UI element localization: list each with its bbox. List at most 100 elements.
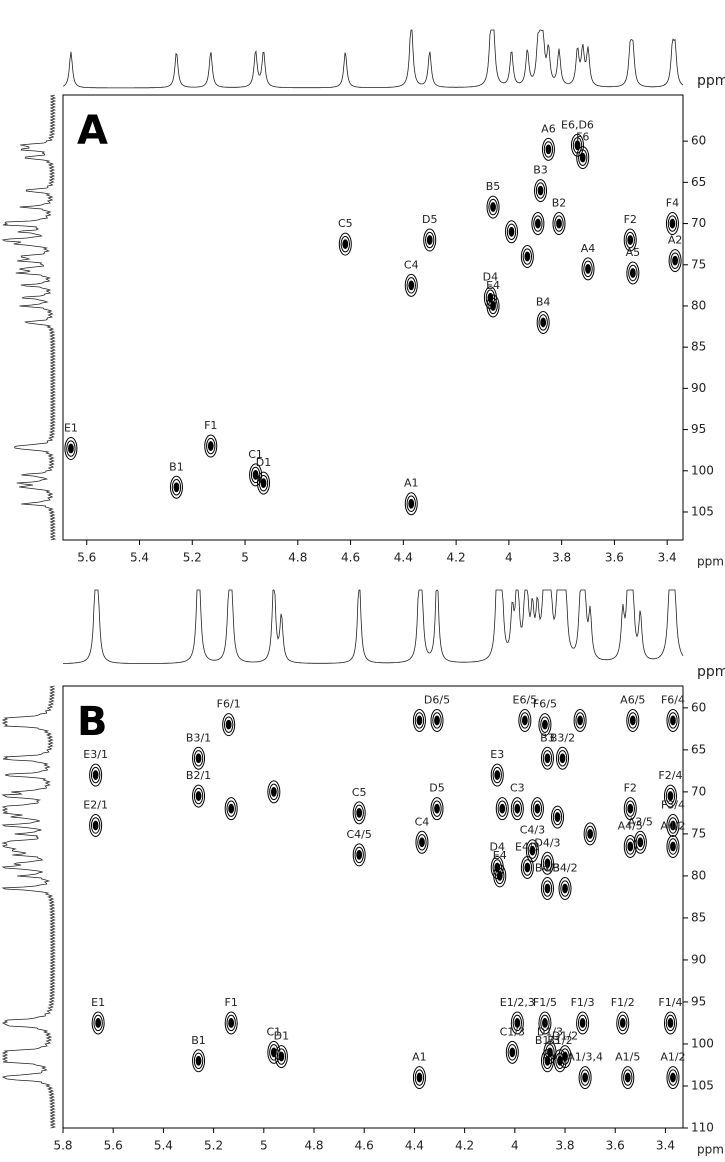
contour (206, 437, 216, 455)
contour (66, 440, 76, 457)
cross-peak (530, 797, 544, 821)
peak-label: D1/3 (537, 1025, 563, 1038)
cross-peak (536, 310, 550, 334)
contour (496, 871, 503, 881)
contour (583, 822, 597, 846)
peak-label: C1/3 (500, 1025, 525, 1038)
cross-peak (552, 212, 566, 236)
contour (668, 838, 678, 855)
contour (520, 245, 534, 269)
contour (666, 834, 680, 858)
contour (577, 715, 583, 726)
contour (534, 218, 541, 229)
contour (90, 817, 101, 834)
contour (417, 834, 427, 851)
peak-label: B3 (540, 731, 555, 744)
contour (538, 713, 552, 737)
contour (577, 1014, 588, 1032)
cross-peak (534, 179, 548, 203)
x-tick-label: 4.2 (447, 551, 466, 565)
y-tick-label: 95 (691, 994, 706, 1008)
contour (552, 212, 566, 236)
contour (626, 261, 640, 285)
peak-label: F6 (576, 131, 589, 144)
cross-peak (583, 822, 597, 846)
contour (550, 805, 564, 829)
contour (192, 1049, 206, 1073)
contour (557, 1055, 563, 1066)
y-tick-label: 110 (691, 1121, 714, 1135)
peak-label: C3 (510, 782, 525, 795)
contour (544, 753, 551, 764)
cross-peak (550, 805, 564, 829)
contour (557, 750, 568, 767)
cross-peak (510, 797, 524, 821)
contour (486, 294, 500, 318)
cross-peak (352, 801, 366, 825)
contour (672, 255, 678, 266)
cross-peak (518, 708, 532, 732)
contour (580, 1069, 590, 1086)
contour (269, 783, 279, 801)
peak-label: E3/1 (83, 748, 108, 761)
contour (488, 297, 498, 315)
peak-label: A2 (668, 234, 683, 247)
contour (90, 766, 101, 784)
contour (554, 215, 564, 232)
contour (540, 716, 550, 733)
contour (490, 301, 496, 311)
cross-peak (573, 708, 587, 732)
y-tick-label: 105 (691, 1078, 714, 1092)
peak-label: B4 (536, 295, 551, 308)
peak-label: D1/2 (552, 1030, 578, 1043)
contour (89, 813, 103, 837)
contour (542, 1052, 553, 1069)
contour (223, 716, 234, 733)
contour (68, 443, 74, 454)
contour (576, 1011, 590, 1035)
y-axis-label: ppm (697, 664, 725, 680)
contour (505, 1040, 519, 1064)
contour (416, 715, 423, 726)
contour (169, 475, 183, 499)
contour (207, 441, 214, 451)
contour (419, 837, 425, 848)
contour (670, 715, 676, 726)
peak-label: B3 (533, 164, 548, 177)
contour (91, 1011, 105, 1035)
x-tick-label: 5.6 (77, 551, 96, 565)
contour (224, 1011, 238, 1035)
contour (530, 797, 544, 821)
contour (667, 215, 678, 232)
contour (628, 712, 638, 729)
y-tick-label: 60 (691, 134, 706, 148)
peak-label: B1 (169, 460, 184, 473)
peak-label: A1/2 (660, 1051, 685, 1064)
contour (340, 235, 350, 253)
contour (356, 850, 363, 860)
peak-label: F2 (624, 782, 637, 795)
contour (524, 862, 531, 873)
contour (356, 807, 363, 818)
contour (627, 235, 634, 245)
cross-peak (267, 780, 281, 804)
contour (260, 478, 267, 489)
contour (521, 715, 528, 726)
contour (670, 252, 680, 269)
contour (404, 492, 418, 516)
y-tick-label: 80 (691, 868, 706, 882)
contour (505, 220, 519, 244)
contour (534, 179, 548, 203)
contour (406, 495, 416, 512)
cross-peak (540, 851, 554, 875)
contour (222, 713, 236, 737)
cross-peak (538, 1011, 552, 1035)
contour (531, 212, 545, 236)
cross-peak (663, 1011, 677, 1035)
contour (625, 838, 635, 855)
contour (541, 137, 555, 161)
cross-peak (553, 1049, 567, 1073)
contour (414, 1069, 425, 1086)
cross-peak (666, 813, 680, 837)
contour (193, 787, 204, 805)
